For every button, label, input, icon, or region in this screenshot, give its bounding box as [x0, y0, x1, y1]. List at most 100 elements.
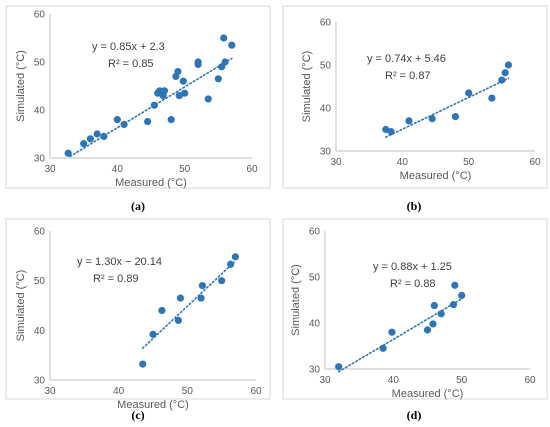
- data-point: [181, 89, 189, 97]
- trendline: [69, 57, 233, 158]
- data-point: [430, 301, 438, 310]
- chart-panel-4: 30 40 50 60 30 40 50 60 Measured (°C) Simulated (…: [282, 218, 548, 422]
- panel-label: (a): [131, 199, 145, 213]
- data-point: [451, 281, 459, 289]
- y-tick-label: 50: [34, 58, 46, 69]
- data-point: [221, 58, 229, 66]
- panel-frame: [5, 218, 271, 400]
- data-point: [458, 291, 466, 299]
- data-point: [204, 95, 212, 103]
- data-point: [488, 94, 496, 102]
- panel-label: (b): [407, 199, 422, 213]
- x-tick-label: 50: [179, 164, 191, 175]
- data-point: [379, 344, 387, 352]
- x-tick-label: 60: [250, 386, 262, 397]
- data-point: [388, 328, 396, 336]
- x-tick-label: 30: [44, 164, 56, 175]
- data-point: [197, 294, 205, 302]
- data-point: [501, 69, 509, 77]
- panel-label: (c): [131, 408, 144, 422]
- data-point: [160, 87, 169, 95]
- data-point: [100, 132, 108, 140]
- y-tick-label: 30: [320, 147, 332, 158]
- y-tick-label: 40: [320, 104, 332, 115]
- r-squared-label: R² = 0.88: [390, 278, 436, 290]
- data-point: [423, 326, 432, 334]
- y-tick-label: 40: [309, 319, 321, 330]
- data-point: [405, 117, 413, 125]
- data-point: [231, 253, 239, 261]
- r-squared-label: R² = 0.87: [385, 70, 431, 82]
- data-point: [429, 320, 437, 328]
- y-axis-label: Simulated (°C): [15, 270, 27, 342]
- data-point: [449, 301, 458, 309]
- data-point: [86, 135, 94, 143]
- data-point: [179, 77, 187, 85]
- data-point: [93, 130, 101, 138]
- data-point: [174, 316, 183, 324]
- x-tick-label: 50: [456, 375, 468, 386]
- trendline: [141, 260, 237, 349]
- data-point: [149, 330, 157, 338]
- y-tick-label: 30: [34, 154, 46, 165]
- x-axis-label: Measured (°C): [115, 177, 187, 189]
- y-tick-label: 50: [320, 61, 332, 72]
- y-tick-label: 50: [309, 273, 321, 284]
- y-tick-label: 60: [34, 10, 46, 21]
- data-point: [451, 113, 459, 121]
- data-point: [139, 360, 147, 368]
- chart-panel-3: 30 40 50 60 30 40 50 60 Measured (°C) Simulated (…: [5, 218, 271, 422]
- data-point: [228, 41, 236, 49]
- data-point: [144, 117, 152, 126]
- y-tick-label: 60: [320, 18, 332, 29]
- x-tick-label: 40: [388, 375, 400, 386]
- data-point: [64, 149, 72, 157]
- chart-panel-2: 30 40 50 60 30 40 50 60 Measured (°C) Simulated (…: [282, 5, 548, 213]
- x-axis-label: Measured (°C): [392, 388, 464, 400]
- y-tick-label: 30: [309, 365, 321, 376]
- x-tick-label: 60: [529, 157, 541, 168]
- data-point: [437, 310, 445, 318]
- panel-frame: [282, 5, 548, 189]
- trend-equation: y = 0.74x + 5.46: [367, 53, 446, 65]
- data-point: [167, 116, 175, 124]
- data-point: [120, 120, 128, 128]
- x-tick-label: 60: [246, 164, 258, 175]
- data-point: [428, 115, 436, 123]
- data-point: [158, 306, 166, 315]
- chart-panel-1: 30 40 50 60 30 40 50 60 Measured (°C) Simulated (…: [5, 5, 271, 213]
- y-tick-label: 40: [34, 106, 46, 117]
- data-point: [198, 282, 207, 290]
- data-point: [226, 260, 235, 268]
- x-tick-label: 30: [319, 375, 331, 386]
- y-tick-label: 50: [34, 276, 46, 287]
- data-point: [194, 60, 202, 68]
- data-point: [175, 92, 183, 100]
- data-point: [176, 294, 185, 302]
- x-tick-label: 40: [113, 386, 125, 397]
- panel-label: (d): [407, 408, 422, 422]
- data-point: [214, 75, 222, 83]
- trendline: [337, 298, 463, 373]
- x-tick-label: 30: [44, 386, 56, 397]
- data-point: [504, 61, 513, 69]
- y-tick-label: 60: [309, 227, 321, 238]
- panel-frame: [5, 5, 271, 189]
- trend-equation: y = 1.30x − 20.14: [77, 256, 162, 268]
- x-tick-label: 50: [463, 157, 475, 168]
- data-point: [387, 128, 395, 136]
- data-point: [174, 68, 182, 76]
- x-tick-label: 40: [112, 164, 124, 175]
- y-axis-label: Simulated (°C): [15, 50, 27, 122]
- data-point: [150, 101, 158, 109]
- y-axis-label: Simulated (°C): [301, 51, 313, 123]
- trend-equation: y = 0.85x + 2.3: [92, 41, 165, 53]
- trend-equation: y = 0.88x + 1.25: [373, 261, 452, 273]
- data-point: [80, 140, 88, 148]
- y-tick-label: 60: [34, 227, 46, 238]
- x-tick-label: 30: [330, 157, 342, 168]
- trendline: [384, 77, 510, 138]
- data-point: [113, 116, 121, 124]
- data-point: [335, 363, 343, 371]
